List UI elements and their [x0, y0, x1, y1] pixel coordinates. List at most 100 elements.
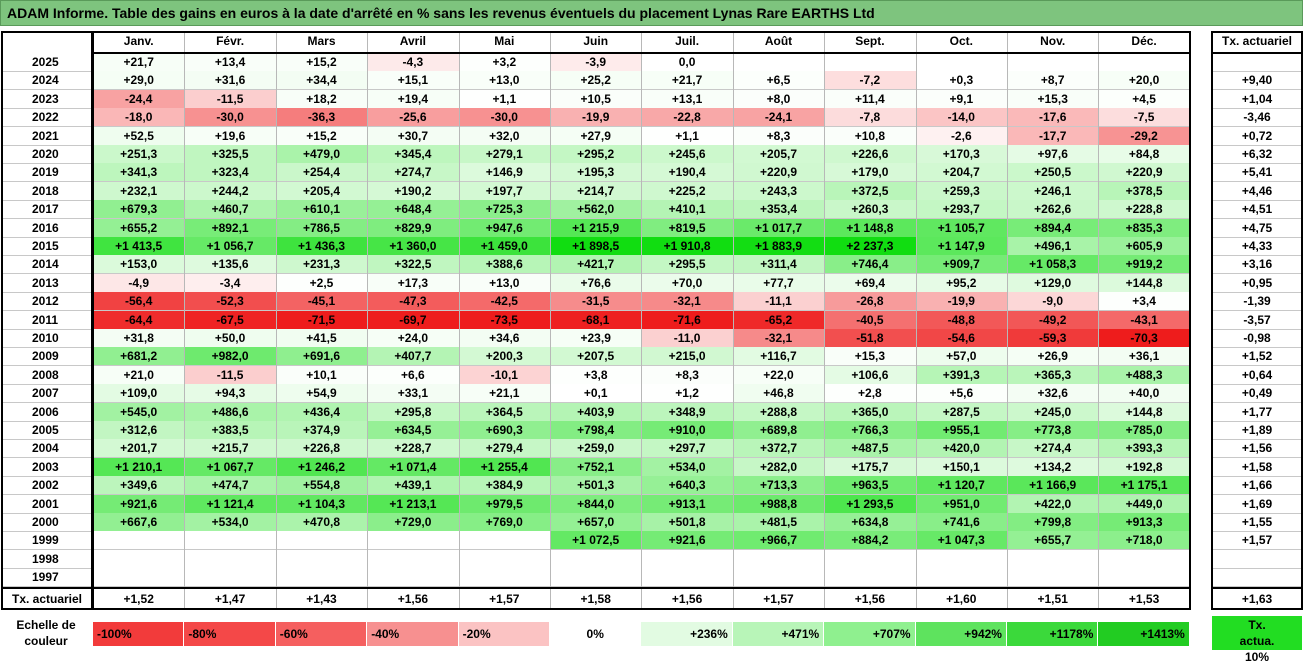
heatmap-cell: +1 213,1	[367, 494, 459, 513]
heatmap-cell: +421,7	[550, 255, 642, 274]
heatmap-cell: -32,1	[732, 329, 825, 348]
heatmap-cell	[458, 549, 550, 569]
heatmap-cell: -59,3	[1007, 329, 1099, 348]
heatmap-cell	[915, 53, 1007, 72]
month-header: Sept.	[855, 34, 885, 48]
heatmap-cell: +190,4	[641, 163, 733, 182]
annual-rate-value: +9,40	[1241, 73, 1273, 88]
annual-rate-value: +1,57	[1241, 533, 1273, 548]
heatmap-cell: +205,7	[732, 145, 825, 164]
annual-rate-value: -3,57	[1243, 312, 1271, 327]
column-divider	[915, 31, 917, 608]
heatmap-cell: -51,8	[824, 329, 916, 348]
heatmap-cell: -43,1	[1098, 310, 1190, 329]
color-scale-swatch: -40%	[367, 622, 459, 646]
heatmap-cell: +1 246,2	[275, 457, 368, 477]
column-divider	[824, 31, 826, 608]
month-header: Août	[764, 34, 793, 48]
annual-rate-value: +4,51	[1241, 202, 1273, 217]
heatmap-cell: +0,1	[550, 384, 642, 403]
heatmap-cell: +460,7	[184, 200, 276, 219]
heatmap-cell: +135,6	[184, 255, 276, 274]
year-label: 2021	[32, 128, 59, 143]
heatmap-cell	[824, 549, 916, 569]
row-divider	[1212, 218, 1302, 220]
heatmap-cell: +341,3	[93, 163, 185, 182]
footer-rate-value: +1,52	[123, 592, 154, 606]
heatmap-cell: +610,1	[275, 200, 368, 219]
color-scale-swatch: 0%	[550, 622, 642, 646]
heatmap-cell: +1 058,3	[1007, 255, 1099, 274]
heatmap-cell: +228,8	[1098, 200, 1190, 219]
heatmap-cell: +226,6	[824, 145, 916, 164]
heatmap-cell: -17,6	[1007, 108, 1099, 127]
heatmap-cell: -73,5	[458, 310, 550, 329]
heatmap-cell: +1 166,9	[1007, 476, 1099, 495]
row-divider	[1212, 89, 1302, 91]
heatmap-cell: +718,0	[1098, 531, 1190, 550]
heatmap-cell: +884,2	[824, 531, 916, 550]
heatmap-cell: +153,0	[93, 255, 185, 274]
heatmap-cell: +25,2	[550, 71, 642, 90]
row-divider	[1212, 365, 1302, 367]
heatmap-cell: +260,3	[824, 200, 916, 219]
heatmap-cell: +479,0	[275, 145, 368, 164]
heatmap-cell: +251,3	[93, 145, 185, 164]
heatmap-cell: +175,7	[824, 457, 916, 477]
heatmap-cell: -3,4	[184, 273, 276, 293]
heatmap-cell: +910,0	[641, 421, 733, 440]
heatmap-cell: +3,8	[550, 365, 642, 385]
heatmap-cell: +6,6	[367, 365, 459, 385]
footer-rate-value: +1,57	[489, 592, 520, 606]
heatmap-cell: +1,1	[641, 126, 733, 145]
heatmap-cell: +835,3	[1098, 218, 1190, 237]
heatmap-cell: +250,5	[1007, 163, 1099, 182]
heatmap-cell: +374,9	[275, 421, 368, 440]
heatmap-cell: +1 255,4	[458, 457, 550, 477]
annual-rate-value: +4,75	[1241, 220, 1273, 235]
year-label: 2019	[32, 165, 59, 180]
heatmap-cell: +295,2	[550, 145, 642, 164]
heatmap-cell: +46,8	[732, 384, 825, 403]
heatmap-cell: -7,8	[824, 108, 916, 127]
year-label: 2025	[32, 55, 59, 69]
heatmap-cell	[184, 568, 276, 587]
row-divider	[1212, 530, 1302, 532]
heatmap-cell: +892,1	[184, 218, 276, 237]
year-label: 1997	[32, 570, 59, 585]
color-scale-swatch: -80%	[184, 622, 276, 646]
heatmap-cell: -48,8	[915, 310, 1007, 329]
heatmap-cell	[732, 549, 825, 569]
heatmap-cell: +15,3	[824, 347, 916, 366]
heatmap-cell: +192,8	[1098, 457, 1190, 477]
heatmap-cell: +1 120,7	[915, 476, 1007, 495]
heatmap-cell: +1 175,1	[1098, 476, 1190, 495]
heatmap-cell: +634,5	[367, 421, 459, 440]
heatmap-cell: +33,1	[367, 384, 459, 403]
month-header: Juil.	[675, 34, 700, 48]
row-divider	[1212, 567, 1302, 569]
column-divider	[732, 31, 734, 608]
heatmap-cell: +921,6	[93, 494, 185, 513]
color-scale-swatch: +471%	[732, 622, 825, 646]
heatmap-cell: +41,5	[275, 329, 368, 348]
heatmap-cell: +21,1	[458, 384, 550, 403]
heatmap-cell: +403,9	[550, 402, 642, 421]
heatmap-cell	[367, 568, 459, 587]
heatmap-cell: +134,2	[1007, 457, 1099, 477]
heatmap-cell: +487,5	[824, 439, 916, 458]
heatmap-cell: +207,5	[550, 347, 642, 366]
heatmap-cell: -22,8	[641, 108, 733, 127]
year-label: 2007	[32, 386, 59, 401]
heatmap-cell	[1098, 549, 1190, 569]
month-header: Janv.	[123, 34, 154, 48]
heatmap-cell: +365,3	[1007, 365, 1099, 385]
heatmap-cell: +384,9	[458, 476, 550, 495]
heatmap-cell: +690,3	[458, 421, 550, 440]
heatmap-cell: +54,9	[275, 384, 368, 403]
annual-rate-value: +0,64	[1241, 367, 1273, 382]
heatmap-cell: +534,0	[641, 457, 733, 477]
heatmap-cell: +8,3	[732, 126, 825, 145]
heatmap-cell: +921,6	[641, 531, 733, 550]
heatmap-cell: +713,3	[732, 476, 825, 495]
